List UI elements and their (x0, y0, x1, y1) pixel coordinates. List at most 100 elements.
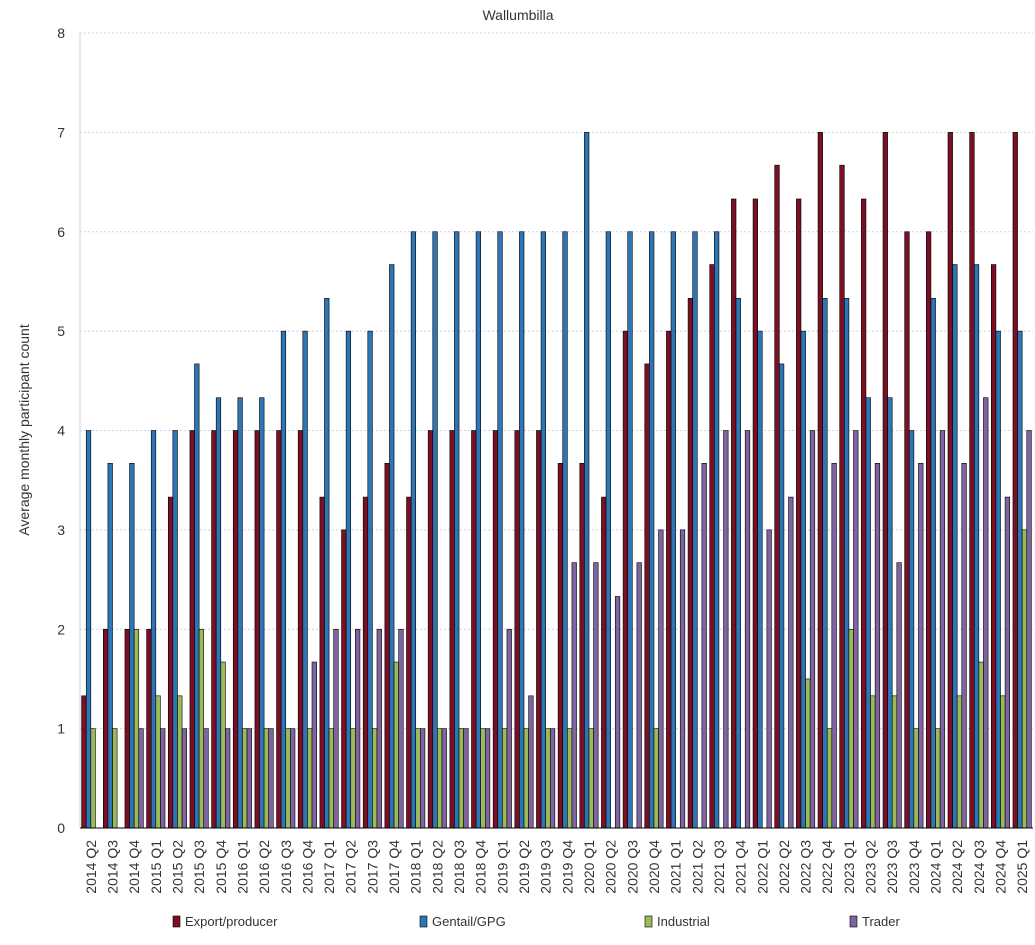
bar (514, 430, 520, 829)
bar (441, 728, 447, 829)
x-tick-label: 2024 Q1 (928, 840, 944, 894)
bar (809, 430, 816, 829)
x-tick-label: 2015 Q2 (169, 840, 185, 894)
bar (1017, 330, 1023, 829)
x-tick-label: 2023 Q4 (906, 840, 922, 894)
bar (372, 728, 378, 829)
bar (593, 562, 599, 829)
bar (85, 430, 92, 829)
bar (692, 231, 698, 829)
bar (545, 728, 551, 829)
x-tick-label: 2016 Q2 (256, 840, 272, 894)
bar (345, 330, 352, 829)
bar (1021, 529, 1028, 829)
bar (129, 462, 135, 829)
x-tick-label: 2019 Q3 (538, 840, 554, 894)
bar (1000, 695, 1006, 829)
bar (826, 728, 833, 829)
bar (220, 661, 226, 829)
bar (319, 496, 325, 829)
axes (79, 33, 1033, 829)
bar (896, 562, 902, 829)
bar (865, 397, 871, 829)
bar (276, 430, 282, 829)
bar (211, 430, 217, 829)
bar (415, 728, 421, 829)
bar (831, 462, 837, 829)
bar (744, 430, 751, 829)
bar (146, 628, 152, 829)
bar (181, 728, 187, 829)
legend-label: Export/producer (185, 914, 278, 929)
bar (102, 628, 109, 829)
legend-item: Trader (849, 914, 900, 929)
bar (882, 132, 888, 829)
bar (540, 231, 546, 829)
legend-item: Gentail/GPG (419, 914, 506, 929)
x-tick-label: 2018 Q4 (473, 840, 489, 894)
x-tick-label: 2015 Q1 (148, 840, 164, 894)
bar (502, 728, 508, 829)
bar (150, 430, 157, 829)
bar (853, 430, 859, 829)
x-tick-label: 2023 Q2 (863, 840, 879, 894)
bar (908, 430, 915, 829)
bar (627, 231, 633, 829)
bar (666, 330, 672, 829)
bar (355, 628, 361, 829)
bar (492, 430, 499, 829)
x-tick-label: 2017 Q4 (386, 840, 402, 894)
bar (242, 728, 248, 829)
bar (1012, 132, 1018, 829)
bar (956, 695, 963, 829)
bar (918, 462, 924, 829)
chart-title: Wallumbilla (482, 7, 553, 23)
bar (723, 430, 729, 829)
y-tick-label: 7 (57, 124, 65, 140)
bar (263, 728, 270, 829)
bar (978, 661, 984, 829)
x-tick-label: 2021 Q1 (668, 840, 684, 894)
legend-swatch (849, 915, 858, 928)
bar (930, 298, 936, 829)
bar (384, 462, 390, 829)
x-tick-label: 2022 Q4 (819, 840, 835, 894)
bar (644, 363, 650, 829)
x-tick-labels: 2014 Q2 2014 Q3 2014 Q4 2015 Q1 2015 Q2 2015 … (83, 840, 1030, 894)
bar (653, 728, 659, 829)
bar (471, 430, 477, 829)
bar (735, 298, 741, 829)
bar (605, 231, 611, 829)
bar (562, 231, 568, 829)
bar (796, 198, 802, 829)
x-tick-label: 2018 Q3 (451, 840, 467, 894)
x-tick-label: 2017 Q2 (343, 840, 359, 894)
bar (232, 430, 239, 829)
bar (658, 529, 664, 829)
bar (172, 430, 178, 829)
x-tick-label: 2019 Q4 (559, 840, 575, 894)
x-tick-label: 2023 Q3 (884, 840, 900, 894)
bar (203, 728, 209, 829)
legend-item: Export/producer (172, 914, 278, 929)
bar (259, 397, 265, 829)
bar (177, 695, 183, 829)
bar (567, 728, 573, 829)
bar (497, 231, 503, 829)
y-tick-labels: 0 1 2 3 4 5 6 7 8 (57, 25, 65, 836)
x-tick-label: 2021 Q3 (711, 840, 727, 894)
bar (774, 164, 780, 829)
bar (622, 330, 629, 829)
bar (766, 529, 772, 829)
bar (874, 462, 881, 829)
x-tick-label: 2022 Q2 (776, 840, 792, 894)
bar (268, 728, 274, 829)
bar (246, 728, 252, 829)
x-tick-label: 2021 Q2 (689, 840, 705, 894)
y-tick-label: 6 (57, 224, 65, 240)
bar (649, 231, 655, 829)
bars (81, 132, 1032, 829)
bar (280, 330, 287, 829)
x-tick-label: 2019 Q2 (516, 840, 532, 894)
